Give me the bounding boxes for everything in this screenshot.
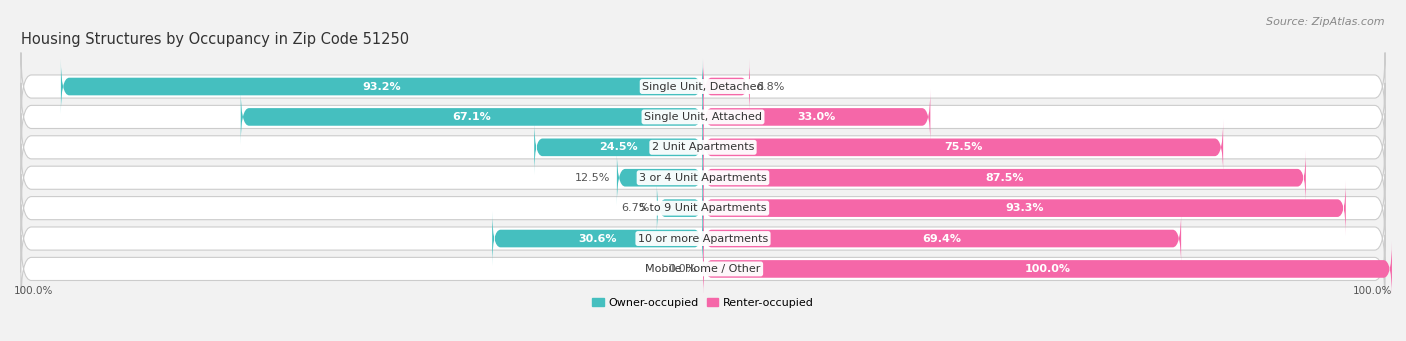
Text: 6.7%: 6.7% [621,203,650,213]
Text: 0.0%: 0.0% [668,264,696,274]
FancyBboxPatch shape [60,59,703,114]
Text: 75.5%: 75.5% [943,142,983,152]
Text: 6.8%: 6.8% [756,81,785,91]
FancyBboxPatch shape [492,211,703,266]
FancyBboxPatch shape [21,83,1385,151]
FancyBboxPatch shape [703,180,1346,236]
FancyBboxPatch shape [703,59,749,114]
Text: Single Unit, Detached: Single Unit, Detached [643,81,763,91]
Text: 24.5%: 24.5% [599,142,638,152]
Text: 100.0%: 100.0% [14,286,53,296]
Text: Mobile Home / Other: Mobile Home / Other [645,264,761,274]
Text: 93.3%: 93.3% [1005,203,1043,213]
FancyBboxPatch shape [703,89,931,145]
FancyBboxPatch shape [21,113,1385,181]
Text: 69.4%: 69.4% [922,234,962,243]
FancyBboxPatch shape [21,144,1385,212]
Text: 33.0%: 33.0% [797,112,835,122]
Text: 100.0%: 100.0% [1353,286,1392,296]
FancyBboxPatch shape [21,174,1385,242]
FancyBboxPatch shape [703,241,1392,297]
FancyBboxPatch shape [657,180,703,236]
FancyBboxPatch shape [703,211,1181,266]
Text: 93.2%: 93.2% [363,81,401,91]
Text: Single Unit, Attached: Single Unit, Attached [644,112,762,122]
FancyBboxPatch shape [21,205,1385,272]
Text: 10 or more Apartments: 10 or more Apartments [638,234,768,243]
Text: 2 Unit Apartments: 2 Unit Apartments [652,142,754,152]
Text: 87.5%: 87.5% [986,173,1024,183]
Text: 3 or 4 Unit Apartments: 3 or 4 Unit Apartments [640,173,766,183]
Text: 100.0%: 100.0% [1025,264,1070,274]
Text: 67.1%: 67.1% [453,112,491,122]
Text: Housing Structures by Occupancy in Zip Code 51250: Housing Structures by Occupancy in Zip C… [21,32,409,47]
Text: 12.5%: 12.5% [575,173,610,183]
FancyBboxPatch shape [703,120,1223,175]
Text: 5 to 9 Unit Apartments: 5 to 9 Unit Apartments [640,203,766,213]
Legend: Owner-occupied, Renter-occupied: Owner-occupied, Renter-occupied [592,298,814,308]
FancyBboxPatch shape [240,89,703,145]
FancyBboxPatch shape [21,235,1385,303]
FancyBboxPatch shape [534,120,703,175]
FancyBboxPatch shape [21,53,1385,121]
Text: Source: ZipAtlas.com: Source: ZipAtlas.com [1267,17,1385,27]
FancyBboxPatch shape [703,150,1306,205]
FancyBboxPatch shape [617,150,703,205]
Text: 30.6%: 30.6% [578,234,617,243]
